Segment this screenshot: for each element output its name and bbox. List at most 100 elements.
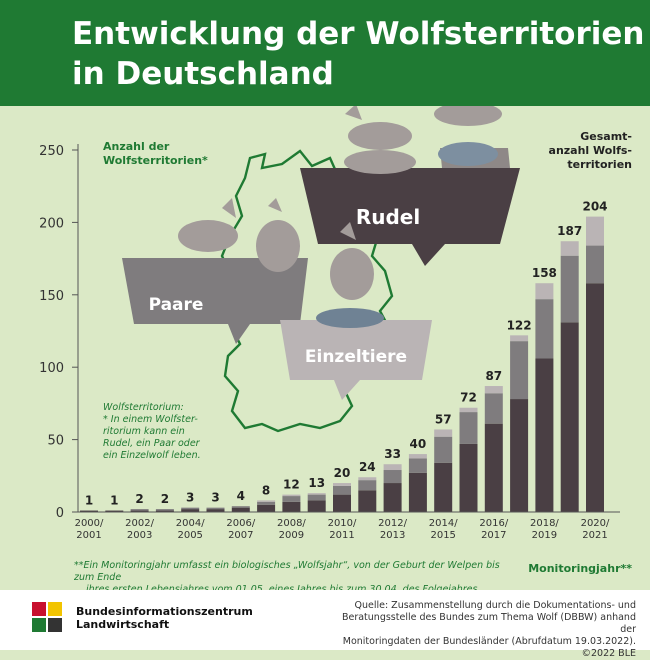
bar-paare [231, 506, 250, 508]
bar-einzeltiere [434, 429, 453, 437]
bar-total-label: 3 [186, 491, 194, 505]
footnote-line-1: **Ein Monitoringjahr umfasst ein biologi… [74, 560, 500, 583]
org-line-2: Landwirtschaft [76, 618, 170, 631]
bar-einzeltiere [282, 494, 301, 497]
bar-rudel [105, 510, 124, 512]
total-label-line-3: territorien [567, 158, 632, 171]
bar-total-label: 33 [384, 447, 401, 461]
bar-paare [206, 507, 225, 510]
bar-total-label: 204 [582, 200, 607, 214]
bar-rudel [408, 472, 427, 512]
y-tick-label: 200 [39, 216, 64, 231]
y-axis-title-line-1: Anzahl der [103, 140, 170, 153]
x-tick-label: 2001 [76, 530, 101, 541]
bar-total-label: 87 [485, 369, 502, 383]
bar-total-label: 158 [532, 266, 557, 280]
bar-paare [358, 480, 377, 491]
bar-rudel [383, 483, 402, 512]
x-tick-label: 2010/ [328, 518, 357, 529]
bar-rudel [257, 504, 276, 512]
x-tick-label: 2020/ [581, 518, 610, 529]
source-line-1: Quelle: Zusammenstellung durch die Dokum… [354, 600, 637, 611]
bar-paare [510, 341, 529, 400]
header-banner: Entwicklung der Wolfsterritorien in Deut… [0, 0, 650, 106]
org-line-1: Bundesinformationszentrum [76, 605, 253, 618]
bar-total-label: 20 [334, 466, 351, 480]
bar-einzeltiere [408, 454, 427, 459]
y-tick-label: 250 [39, 144, 64, 159]
bar-paare [257, 501, 276, 505]
x-tick-label: 2002/ [125, 518, 154, 529]
bar-paare [307, 494, 326, 501]
bar-paare [434, 436, 453, 463]
definition-line-1: Wolfsterritorium: [103, 402, 184, 413]
bar-total-label: 122 [507, 318, 532, 332]
bar-rudel [130, 510, 149, 512]
wolf-illustration-single [316, 222, 384, 328]
bar-einzeltiere [257, 500, 276, 502]
bar-rudel [307, 500, 326, 512]
x-tick-label: 2016/ [479, 518, 508, 529]
y-tick-label: 150 [39, 289, 64, 304]
bar-einzeltiere [459, 407, 478, 413]
bar-rudel [231, 507, 250, 512]
bar-rudel [282, 501, 301, 512]
bar-einzeltiere [307, 493, 326, 495]
pairs-label: Paare [149, 295, 204, 315]
bar-paare [586, 245, 604, 284]
x-tick-label: 2012/ [378, 518, 407, 529]
bar-rudel [535, 358, 554, 512]
organisation-name: Bundesinformationszentrum Landwirtschaft [76, 605, 253, 631]
bar-rudel [155, 510, 174, 512]
x-tick-label: 2006/ [226, 518, 255, 529]
bar-total-label: 3 [211, 491, 219, 505]
bar-rudel [586, 283, 604, 512]
x-tick-label: 2007 [228, 530, 253, 541]
definition-box: Wolfsterritorium: * In einem Wolfster- r… [103, 402, 223, 462]
footnote-line-2: ihres ersten Lebensjahres vom 01.05. ein… [74, 584, 504, 596]
bar-rudel [434, 462, 453, 512]
bar-total-label: 72 [460, 391, 477, 405]
wolf-illustration-pair [178, 198, 300, 272]
definition-line-5: ein Einzelwolf leben. [103, 450, 201, 461]
x-tick-label: 2021 [582, 530, 607, 541]
x-tick-label: 2000/ [75, 518, 104, 529]
bar-paare [408, 458, 427, 473]
packs-bubble: Rudel [300, 168, 520, 266]
footer [0, 590, 650, 650]
bar-paare [535, 299, 554, 359]
source-note: Quelle: Zusammenstellung durch die Dokum… [336, 600, 636, 660]
bar-rudel [358, 490, 377, 512]
bar-total-label: 2 [135, 492, 143, 506]
bar-total-label: 187 [557, 224, 582, 238]
source-line-2: Beratungsstelle des Bundes zum Thema Wol… [341, 612, 636, 635]
bar-total-label: 2 [161, 492, 169, 506]
x-tick-label: 2018/ [530, 518, 559, 529]
ble-logo-icon [32, 602, 62, 632]
bar-paare [383, 470, 402, 484]
bar-rudel [80, 510, 98, 512]
bar-rudel [484, 423, 503, 512]
bar-einzeltiere [510, 335, 529, 342]
bar-total-label: 57 [435, 412, 452, 426]
bar-rudel [206, 509, 225, 512]
x-tick-label: 2019 [532, 530, 557, 541]
y-tick-label: 0 [56, 506, 64, 521]
definition-line-3: ritorium kann ein [103, 426, 185, 437]
footnote: **Ein Monitoringjahr umfasst ein biologi… [74, 560, 504, 596]
bar-total-label: 40 [410, 437, 427, 451]
x-tick-label: 2004/ [176, 518, 205, 529]
bar-rudel [181, 509, 200, 512]
bar-einzeltiere [535, 283, 554, 300]
bar-paare [333, 485, 351, 495]
bar-total-label: 1 [110, 494, 118, 508]
x-tick-label: 2009 [279, 530, 304, 541]
bar-paare [130, 509, 149, 511]
total-label: Gesamt- anzahl Wolfs- territorien [549, 130, 632, 172]
bar-total-label: 1 [85, 494, 93, 508]
total-label-line-2: anzahl Wolfs- [548, 144, 632, 157]
bar-total-label: 13 [308, 476, 325, 490]
title-line-1: Entwicklung der Wolfsterritorien [72, 16, 645, 52]
bar-paare [459, 412, 478, 444]
